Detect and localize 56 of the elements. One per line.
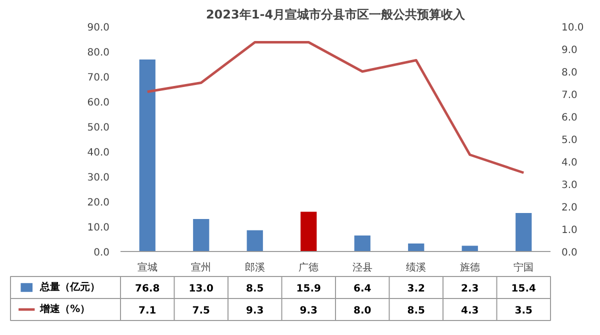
data-label: 3.2 <box>407 284 426 294</box>
data-label: 15.9 <box>296 284 322 294</box>
bar <box>354 236 370 252</box>
y-tick-label: 60.0 <box>87 98 110 108</box>
y-tick-label: 20.0 <box>87 198 110 208</box>
x-tick-label: 宁国 <box>514 262 534 274</box>
y2-tick-label: 1.0 <box>562 225 578 236</box>
x-tick-label: 宣城 <box>137 262 158 274</box>
y2-tick-label: 3.0 <box>562 180 578 191</box>
y2-tick-label: 0.0 <box>562 248 578 258</box>
y2-tick-label: 5.0 <box>562 135 578 146</box>
y-tick-label: 70.0 <box>87 72 110 84</box>
data-label: 8.5 <box>407 306 426 316</box>
bar <box>300 212 317 252</box>
x-tick-label: 绩溪 <box>406 262 426 274</box>
bar <box>408 244 424 252</box>
data-label: 8.0 <box>354 306 372 316</box>
y-tick-label: 30.0 <box>87 172 110 184</box>
y2-tick-label: 4.0 <box>562 158 578 168</box>
y2-tick-label: 9.0 <box>562 45 578 56</box>
data-label: 6.4 <box>354 284 372 294</box>
y-tick-label: 80.0 <box>87 48 110 58</box>
data-label: 8.5 <box>246 284 264 294</box>
line-series <box>146 41 525 174</box>
data-label: 4.3 <box>461 306 479 316</box>
bar <box>516 213 532 252</box>
y-tick-label: 50.0 <box>87 122 110 134</box>
data-label: 15.4 <box>511 284 536 294</box>
x-tick-label: 郎溪 <box>244 262 265 274</box>
y2-tick-label: 7.0 <box>562 90 578 101</box>
data-label: 9.3 <box>300 306 318 316</box>
chart-title: 2023年1-4月宣城市分县市区一般公共预算收入 <box>206 8 466 22</box>
y-tick-label: 40.0 <box>87 148 110 158</box>
legend-label: 总量（亿元） <box>39 281 100 293</box>
y2-tick-label: 6.0 <box>562 112 578 124</box>
x-tick-label: 泾县 <box>352 262 372 274</box>
x-tick-label: 宣州 <box>191 262 212 274</box>
y2-tick-label: 10.0 <box>562 22 584 34</box>
y-tick-label: 0.0 <box>94 248 110 258</box>
bar <box>139 60 156 252</box>
data-label: 7.1 <box>138 306 156 316</box>
y-tick-label: 10.0 <box>87 222 110 234</box>
data-label: 7.5 <box>192 306 210 316</box>
legend-label: 增速（%） <box>39 303 90 315</box>
x-tick-label: 广德 <box>298 262 319 274</box>
data-label: 2.3 <box>461 284 479 294</box>
y2-tick-label: 8.0 <box>562 68 578 78</box>
y-tick-label: 90.0 <box>87 22 110 34</box>
data-label: 13.0 <box>188 284 214 294</box>
y2-tick-label: 2.0 <box>562 202 578 214</box>
data-label: 9.3 <box>246 306 264 316</box>
x-tick-label: 旌德 <box>460 262 480 274</box>
data-label: 76.8 <box>135 284 160 294</box>
data-label: 3.5 <box>514 306 533 316</box>
bar <box>246 230 263 252</box>
bar <box>193 219 210 252</box>
